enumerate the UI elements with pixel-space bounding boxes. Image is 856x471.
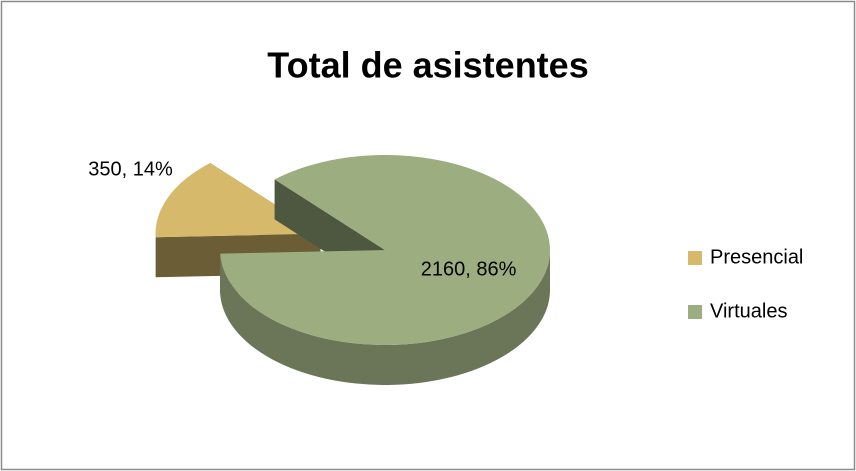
data-label: 350, 14% (88, 158, 173, 180)
pie-slice (220, 155, 551, 385)
legend-label: Virtuales (710, 300, 787, 322)
legend-swatch (688, 251, 702, 265)
legend-label: Presencial (710, 246, 803, 268)
data-label: 2160, 86% (421, 259, 517, 281)
legend-swatch (688, 305, 702, 319)
slice-top (220, 155, 551, 345)
slice-side (220, 250, 551, 385)
chart-title: Total de asistentes (267, 45, 588, 86)
